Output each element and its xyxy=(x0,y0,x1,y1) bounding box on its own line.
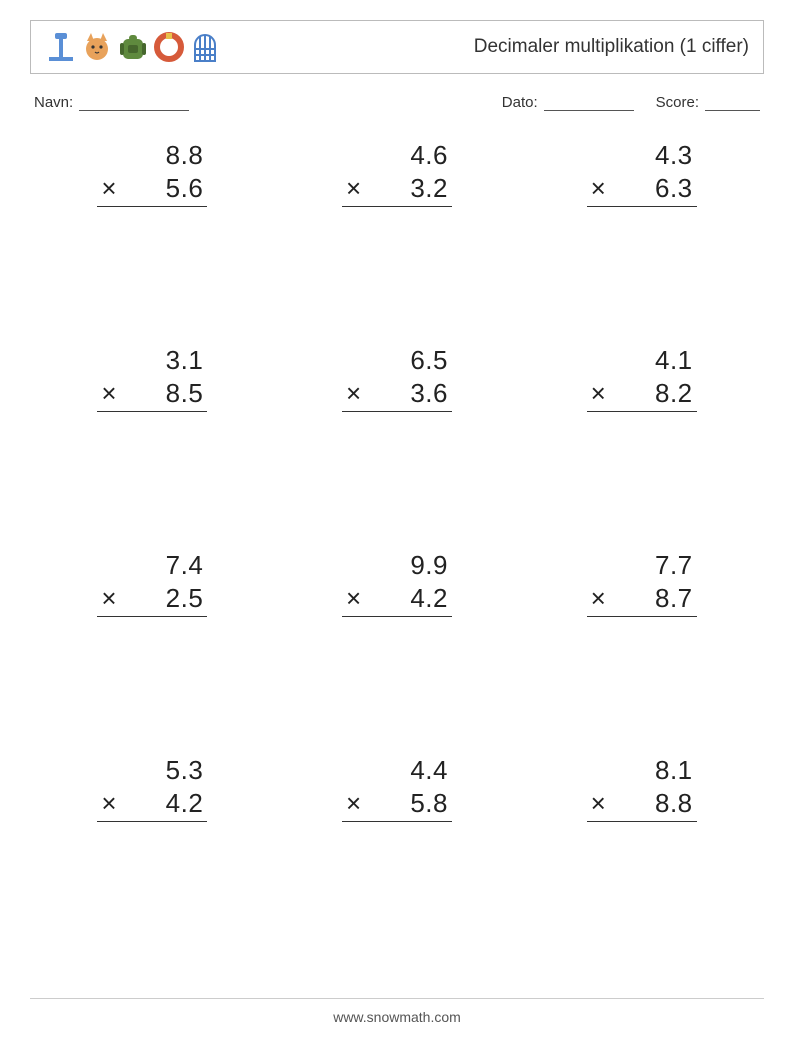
operand-top: 4.4 xyxy=(378,754,448,787)
operand-bottom: 5.6 xyxy=(133,172,203,205)
operand-bottom: 8.5 xyxy=(133,377,203,410)
operand-bottom: 4.2 xyxy=(133,787,203,820)
worksheet-title: Decimaler multiplikation (1 ciffer) xyxy=(474,36,749,58)
operand-top: 4.3 xyxy=(623,139,693,172)
operand-top: 4.1 xyxy=(623,344,693,377)
operator-symbol: × xyxy=(346,377,368,410)
operator-symbol: × xyxy=(101,377,123,410)
operator-symbol: × xyxy=(346,787,368,820)
problem-10: 5.3 × 4.2 xyxy=(30,750,275,955)
operator-symbol: × xyxy=(591,787,613,820)
date-label: Dato: xyxy=(502,94,538,111)
operand-bottom: 6.3 xyxy=(623,172,693,205)
operand-bottom: 8.7 xyxy=(623,582,693,615)
operand-top: 9.9 xyxy=(378,549,448,582)
problem-2: 4.6 × 3.2 xyxy=(275,135,520,340)
header-box: Decimaler multiplikation (1 ciffer) xyxy=(30,20,764,74)
operand-bottom: 5.8 xyxy=(378,787,448,820)
cage-icon xyxy=(189,31,221,63)
cat-icon xyxy=(81,31,113,63)
operand-top: 8.1 xyxy=(623,754,693,787)
ring-icon xyxy=(153,31,185,63)
problem-6: 4.1 × 8.2 xyxy=(519,340,764,545)
operand-bottom: 8.8 xyxy=(623,787,693,820)
date-blank[interactable] xyxy=(544,94,634,111)
problem-11: 4.4 × 5.8 xyxy=(275,750,520,955)
operand-top: 5.3 xyxy=(133,754,203,787)
operator-symbol: × xyxy=(591,582,613,615)
problem-9: 7.7 × 8.7 xyxy=(519,545,764,750)
operator-symbol: × xyxy=(101,787,123,820)
operator-symbol: × xyxy=(591,172,613,205)
operator-symbol: × xyxy=(101,582,123,615)
header-icons xyxy=(45,31,221,63)
problem-8: 9.9 × 4.2 xyxy=(275,545,520,750)
operand-bottom: 3.6 xyxy=(378,377,448,410)
problems-grid: 8.8×5.64.6×3.24.3×6.33.1×8.56.5×3.64.1×8… xyxy=(30,135,764,955)
problem-3: 4.3 × 6.3 xyxy=(519,135,764,340)
operand-top: 7.7 xyxy=(623,549,693,582)
operand-bottom: 8.2 xyxy=(623,377,693,410)
problem-12: 8.1 × 8.8 xyxy=(519,750,764,955)
operator-symbol: × xyxy=(101,172,123,205)
meta-row: Navn: Dato: Score: xyxy=(30,94,764,111)
operator-symbol: × xyxy=(591,377,613,410)
problem-4: 3.1 × 8.5 xyxy=(30,340,275,545)
footer-url: www.snowmath.com xyxy=(30,998,764,1025)
operator-symbol: × xyxy=(346,582,368,615)
stand-icon xyxy=(45,31,77,63)
operand-top: 3.1 xyxy=(133,344,203,377)
score-blank[interactable] xyxy=(705,94,760,111)
name-label: Navn: xyxy=(34,94,73,111)
operand-bottom: 2.5 xyxy=(133,582,203,615)
problem-1: 8.8 × 5.6 xyxy=(30,135,275,340)
name-blank[interactable] xyxy=(79,94,189,111)
backpack-icon xyxy=(117,31,149,63)
operand-bottom: 4.2 xyxy=(378,582,448,615)
problem-7: 7.4 × 2.5 xyxy=(30,545,275,750)
operand-top: 8.8 xyxy=(133,139,203,172)
operand-top: 7.4 xyxy=(133,549,203,582)
operand-top: 4.6 xyxy=(378,139,448,172)
operator-symbol: × xyxy=(346,172,368,205)
problem-5: 6.5 × 3.6 xyxy=(275,340,520,545)
operand-top: 6.5 xyxy=(378,344,448,377)
operand-bottom: 3.2 xyxy=(378,172,448,205)
score-label: Score: xyxy=(656,94,699,111)
